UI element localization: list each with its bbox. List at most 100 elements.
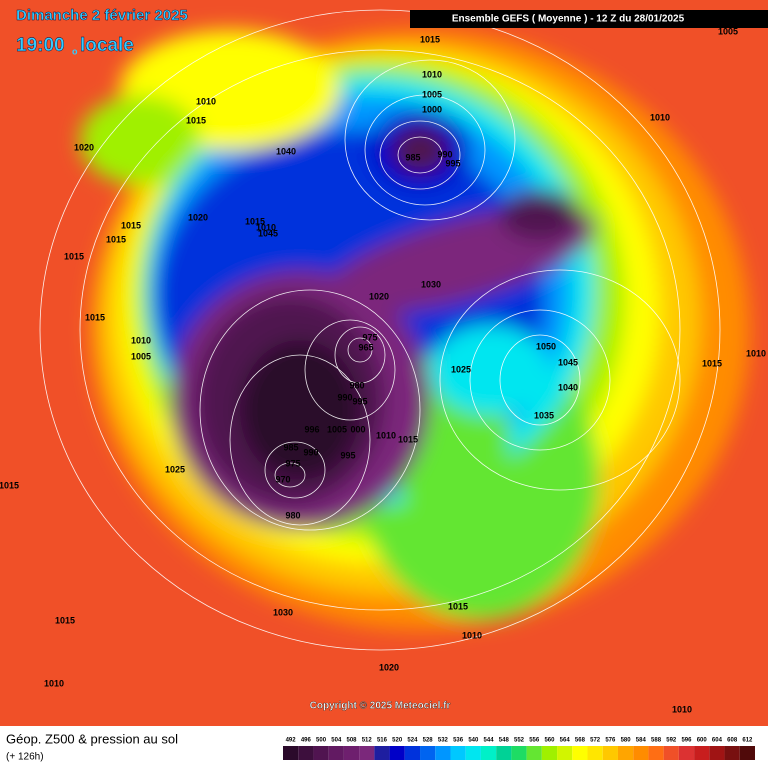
colorbar-swatch: [739, 746, 755, 760]
colorbar-swatch: [389, 746, 405, 760]
pressure-label: 000: [350, 424, 365, 434]
colorbar-swatch: [617, 746, 634, 760]
colorbar-label: 500: [316, 738, 327, 744]
colorbar-swatch: [633, 746, 649, 760]
colorbar-swatch: [420, 746, 436, 760]
pressure-label: 985: [405, 152, 420, 162]
colorbar-swatch: [511, 746, 527, 760]
pressure-label: 1005: [422, 89, 442, 99]
pressure-label: 1045: [558, 357, 578, 367]
colorbar-label: 536: [453, 738, 464, 744]
pressure-label: 1005: [718, 26, 738, 36]
colorbar-swatch: [404, 746, 421, 760]
colorbar-label: 504: [331, 738, 342, 744]
colorbar-swatch: [648, 746, 664, 760]
colorbar-label: 596: [681, 738, 692, 744]
pressure-label: 975: [285, 458, 300, 468]
pressure-label: 1010: [672, 704, 692, 714]
pressure-label: 1005: [131, 351, 151, 361]
colorbar-swatch: [465, 746, 481, 760]
pressure-label: 990: [437, 149, 452, 159]
colorbar-swatch: [724, 746, 740, 760]
colorbar-label: 592: [666, 738, 677, 744]
pressure-label: 1015: [55, 615, 75, 625]
pressure-label: 1015: [448, 601, 468, 611]
pressure-label: 1025: [165, 464, 185, 474]
colorbar-swatch: [709, 746, 725, 760]
colorbar-label: 568: [575, 738, 586, 744]
colorbar-label: 604: [712, 738, 723, 744]
pressure-label: 1020: [74, 142, 94, 152]
pressure-label: 1010: [422, 69, 442, 79]
colorbar-swatch: [374, 746, 390, 760]
pressure-label: 1030: [421, 279, 441, 289]
pressure-label: 1015: [0, 480, 19, 490]
colorbar-label: 524: [407, 738, 418, 744]
colorbar-swatch: [328, 746, 344, 760]
pressure-label: 1030: [273, 607, 293, 617]
colorbar-swatch: [313, 746, 329, 760]
colorbar-label: 612: [742, 738, 753, 744]
colorbar-swatch: [283, 746, 299, 760]
colorbar-swatch: [602, 746, 618, 760]
pressure-label: 1015: [420, 34, 440, 44]
colorbar-label: 512: [362, 738, 373, 744]
pressure-label: 1015: [702, 358, 722, 368]
pressure-label: 1010: [650, 112, 670, 122]
pressure-label: 1015: [85, 312, 105, 322]
colorbar-label: 608: [727, 738, 738, 744]
pressure-label: 980: [349, 380, 364, 390]
time-zone: locale: [80, 35, 134, 56]
colorbar-swatch: [359, 746, 375, 760]
copyright: Copyright © 2025 Meteociel.fr: [310, 701, 451, 712]
colorbar-swatch: [343, 746, 360, 760]
colorbar-label: 520: [392, 738, 403, 744]
pressure-label: 1000: [422, 104, 442, 114]
pressure-label: 1015: [121, 220, 141, 230]
colorbar-swatch: [298, 746, 314, 760]
colorbar-swatch: [435, 746, 451, 760]
model-banner: [410, 10, 768, 28]
pressure-label: 1015: [64, 251, 84, 261]
date: Dimanche 2 février 2025: [16, 7, 188, 24]
time-marker: o: [72, 46, 78, 56]
colorbar-swatch: [694, 746, 710, 760]
colorbar-label: 516: [377, 738, 388, 744]
pressure-label: 1050: [536, 341, 556, 351]
colorbar-label: 556: [529, 738, 540, 744]
colorbar-swatch: [450, 746, 466, 760]
colorbar-label: 576: [605, 738, 616, 744]
pressure-label: 965: [358, 342, 373, 352]
colorbar-swatch: [572, 746, 588, 760]
pressure-label: 1015: [186, 115, 206, 125]
pressure-label: 985: [283, 442, 298, 452]
pressure-label: 1010: [256, 222, 276, 232]
pressure-label: 1020: [188, 212, 208, 222]
pressure-label: 1015: [398, 434, 418, 444]
pressure-label: 990: [303, 447, 318, 457]
colorbar-label: 600: [697, 738, 708, 744]
pressure-label: 995: [445, 158, 460, 168]
map: [0, 0, 768, 726]
colorbar-label: 548: [499, 738, 510, 744]
pressure-label: 1015: [245, 216, 265, 226]
colorbar-swatch: [480, 746, 497, 760]
pressure-label: 1010: [44, 678, 64, 688]
colorbar-swatch: [678, 746, 695, 760]
colorbar-label: 584: [636, 738, 647, 744]
colorbar-label: 588: [651, 738, 662, 744]
pressure-label: 995: [340, 450, 355, 460]
colorbar-label: 580: [621, 738, 632, 744]
pressure-label: 1020: [369, 291, 389, 301]
pressure-label: 1040: [276, 146, 296, 156]
model: Ensemble GEFS ( Moyenne ) - 12 Z du 28/0…: [452, 14, 685, 25]
pressure-label: 1035: [534, 410, 554, 420]
colorbar-swatch: [663, 746, 679, 760]
colorbar-label: 560: [544, 738, 555, 744]
colorbar-label: 532: [438, 738, 449, 744]
colorbar-swatch: [587, 746, 603, 760]
pressure-label: 1010: [376, 430, 396, 440]
pressure-label: 975: [362, 332, 377, 342]
